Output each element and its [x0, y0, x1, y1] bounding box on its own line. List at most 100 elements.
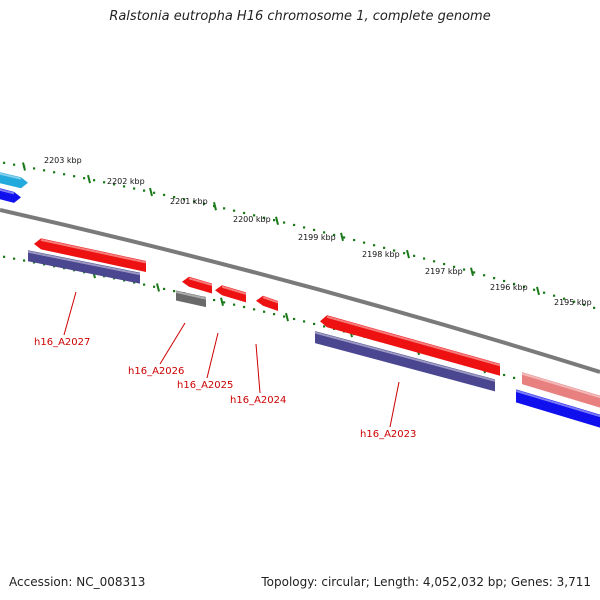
ruler-labels: 2203 kbp 2202 kbp 2201 kbp 2200 kbp 2199 kbp… — [44, 156, 592, 307]
gene-leader-line — [255, 343, 261, 394]
ruler-dot — [13, 163, 16, 166]
ruler-dot — [313, 322, 316, 326]
ruler-dot — [133, 187, 136, 190]
ruler-tick — [285, 312, 289, 322]
gene-label-h16_A2026: h16_A2026 — [128, 366, 184, 377]
ruler-dot — [23, 259, 26, 262]
ruler-dot — [283, 315, 286, 318]
ruler-dot — [163, 287, 166, 291]
ruler-dot — [533, 288, 536, 291]
ruler-tick — [536, 286, 540, 296]
ruler-dot — [303, 320, 306, 323]
ruler-dot — [153, 285, 156, 288]
ruler-tick — [156, 283, 160, 292]
gene-leader-line — [63, 291, 77, 336]
gene-label-h16_A2023: h16_A2023 — [360, 429, 416, 440]
ruler-tick — [87, 174, 91, 184]
neighbor-left-feature-highlight — [0, 188, 15, 195]
ruler-dot — [393, 249, 396, 252]
gene-leader-line — [389, 381, 400, 428]
ruler-dot — [593, 306, 596, 309]
ruler-dot — [233, 303, 236, 306]
gene-h16_A2026-feature — [176, 290, 206, 308]
ruler-dot — [403, 252, 406, 255]
gene-h16_A2026-cds — [182, 276, 212, 294]
ruler-tick — [340, 232, 344, 242]
ruler-dot — [493, 277, 496, 280]
ruler-dot — [283, 221, 286, 224]
neighbor-left-feature — [0, 188, 21, 203]
ruler-dot — [263, 310, 266, 313]
ruler-dot — [433, 260, 436, 263]
gene-h16_A2025-cds-highlight — [221, 285, 247, 295]
ruler-dot — [183, 198, 186, 201]
ruler-dot — [163, 193, 166, 197]
gene-label-h16_A2024: h16_A2024 — [230, 395, 286, 406]
ruler-dot — [303, 226, 306, 229]
ruler-dot — [553, 294, 556, 297]
ruler-dot — [503, 279, 506, 283]
ruler-label: 2200 kbp — [233, 215, 271, 224]
ruler-dot — [173, 196, 176, 199]
ruler-dot — [353, 238, 356, 242]
neighbor-gene-cds — [522, 372, 600, 408]
ruler-label: 2197 kbp — [425, 267, 463, 276]
ruler-dot — [143, 283, 146, 286]
ruler-dot — [3, 161, 6, 164]
ruler-dot — [543, 291, 546, 294]
ruler-dot — [453, 265, 456, 268]
ruler-dot — [213, 298, 216, 302]
ruler-dot — [93, 179, 96, 182]
ruler-dot — [143, 189, 146, 192]
gene-h16_A2023-feature — [315, 331, 495, 392]
ruler-dot — [253, 214, 256, 217]
ruler-tick — [149, 187, 153, 197]
ruler-dot — [363, 241, 366, 244]
ruler-dot — [343, 236, 346, 239]
ruler-dot — [133, 281, 136, 284]
ruler-dot — [563, 297, 566, 300]
ruler-dot — [423, 257, 426, 260]
ruler-dot — [73, 175, 76, 178]
neighbor-left-cds — [0, 172, 28, 189]
ruler-label: 2196 kbp — [490, 283, 528, 292]
chromosome-backbone — [0, 208, 600, 374]
ruler-dot — [263, 216, 266, 219]
ruler-dot — [63, 173, 66, 176]
ruler-dot — [273, 219, 276, 222]
ruler-dot — [33, 261, 36, 264]
ruler-dot — [463, 268, 466, 271]
ruler-dot — [53, 171, 56, 174]
ruler-tick — [406, 249, 410, 259]
ruler-label: 2198 kbp — [362, 250, 400, 259]
ruler-dot — [323, 231, 326, 234]
gene-h16_A2026-feature-highlight — [175, 290, 207, 300]
feature-track — [0, 172, 600, 428]
gene-label-h16_A2027: h16_A2027 — [34, 337, 90, 348]
gene-label-h16_A2025: h16_A2025 — [177, 380, 233, 391]
ruler-dot — [513, 376, 516, 380]
ruler-tick — [213, 201, 217, 211]
gene-h16_A2026-cds-highlight — [188, 277, 213, 286]
ruler-dot — [413, 254, 416, 257]
ruler-dot — [33, 167, 36, 170]
gene-h16_A2025-cds — [215, 285, 246, 303]
ruler-dot — [113, 183, 116, 186]
inner-ruler — [3, 255, 596, 403]
ruler-dot — [333, 233, 336, 237]
gene-leader-line — [159, 322, 186, 365]
gene-h16_A2023-cds — [320, 315, 500, 376]
ruler-label: 2203 kbp — [44, 156, 82, 165]
page-title: Ralstonia eutropha H16 chromosome 1, com… — [109, 9, 491, 24]
gene-h16_A2027-feature — [28, 250, 140, 284]
ruler-dot — [123, 185, 126, 188]
ruler-dot — [473, 271, 476, 274]
ruler-label: 2195 kbp — [554, 298, 592, 307]
ruler-dot — [3, 255, 6, 258]
ruler-dot — [43, 169, 46, 172]
ruler-dot — [583, 303, 586, 306]
genome-summary: Topology: circular; Length: 4,052,032 bp… — [261, 575, 591, 589]
neighbor-gene-feature — [516, 389, 600, 428]
ruler-dot — [103, 181, 106, 184]
